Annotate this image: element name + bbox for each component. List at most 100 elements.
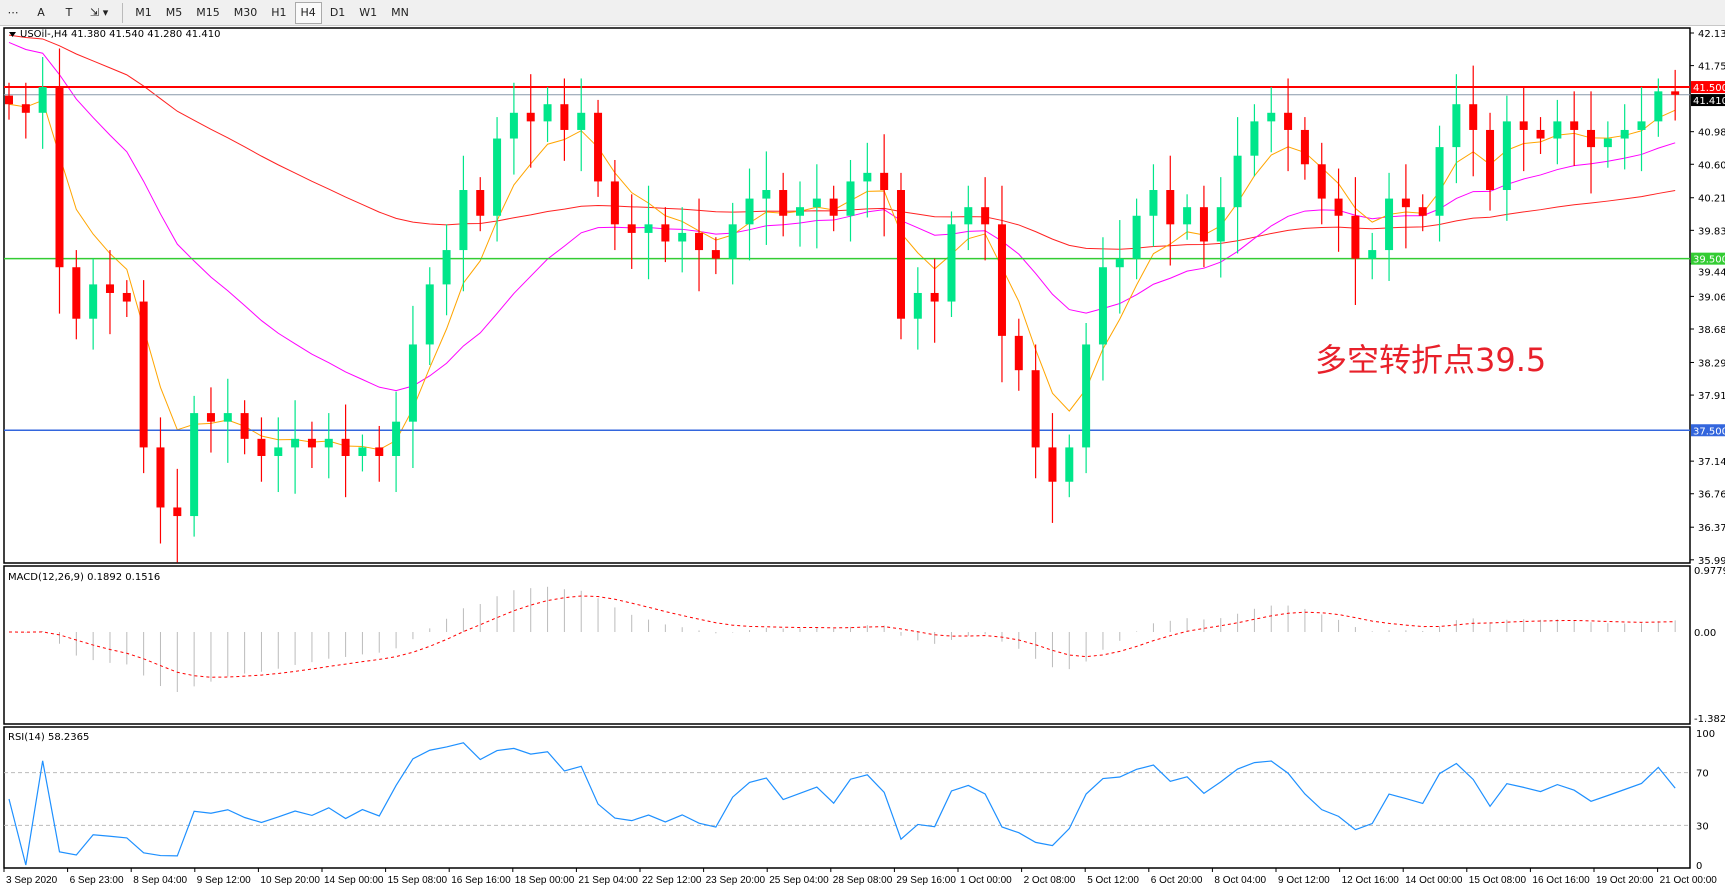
candle-body (1570, 121, 1579, 130)
macd-pane[interactable] (3, 565, 1691, 725)
timeframe-m30-button[interactable]: M30 (233, 6, 258, 19)
candle-body (476, 190, 485, 216)
candle-body (1654, 91, 1663, 122)
candle-body (509, 112, 518, 139)
crosshair-grid-icon[interactable]: ⋯ (7, 6, 19, 19)
candle-body (1519, 121, 1528, 130)
candle-body (72, 267, 81, 319)
time-axis-label: 9 Oct 12:00 (1278, 875, 1330, 886)
candle-body (459, 190, 468, 251)
candle-body (139, 301, 148, 448)
text-tool-icon[interactable]: A (37, 6, 45, 19)
candle-body (1620, 129, 1629, 139)
candle-body (1452, 104, 1461, 148)
candle-body (661, 224, 670, 242)
candle-body (1132, 215, 1141, 259)
candle-body (1183, 207, 1192, 225)
rsi-scale-label: 70 (1696, 769, 1709, 780)
candle-body (1536, 129, 1545, 139)
candle-body (779, 190, 788, 216)
time-axis-label: 9 Sep 12:00 (197, 875, 251, 886)
candle-body (762, 190, 771, 199)
arrows-tool-icon[interactable]: ⇲ ▾ (90, 6, 109, 19)
candle-body (1149, 190, 1158, 216)
level-price-tag (1691, 81, 1725, 94)
price-axis-label: 40.980 (1698, 128, 1725, 139)
time-axis-label: 12 Oct 16:00 (1342, 875, 1400, 886)
timeframe-h1-button[interactable]: H1 (271, 6, 287, 19)
price-axis-label: 39.830 (1698, 226, 1725, 237)
annotation-text: 多空转折点39.5 (1315, 341, 1547, 379)
candle-body (442, 250, 451, 285)
candle-body (829, 198, 838, 216)
time-axis-label: 29 Sep 16:00 (896, 875, 956, 886)
price-chart[interactable]: 42.130 41.750 40.980 40.600 40.210 39.830 39.4… (0, 27, 1725, 894)
candle-body (711, 250, 720, 259)
rsi-pane[interactable] (3, 726, 1691, 869)
candle-body (156, 447, 165, 508)
candle-body (392, 421, 401, 456)
candle-body (307, 438, 316, 448)
time-axis-label: 19 Oct 20:00 (1596, 875, 1654, 886)
candle-body (173, 507, 182, 517)
time-axis-label: 18 Sep 00:00 (515, 875, 575, 886)
time-axis-label: 8 Sep 04:00 (133, 875, 187, 886)
candle-body (1334, 198, 1343, 216)
current-price-tag (1691, 94, 1725, 107)
candle-body (1401, 198, 1410, 208)
timeframe-m15-button[interactable]: M15 (196, 6, 220, 19)
main-pane[interactable] (3, 27, 1691, 564)
time-axis-label: 6 Oct 20:00 (1151, 875, 1203, 886)
ma-mid-line (8, 41, 1676, 392)
candle-body (913, 292, 922, 319)
level-price-label: 41.500 (1693, 83, 1725, 94)
price-axis-label: 38.680 (1698, 325, 1725, 336)
collapse-triangle-icon[interactable] (9, 32, 16, 37)
candle-body (190, 413, 199, 517)
candle-body (408, 344, 417, 422)
text-label-tool-icon[interactable]: T (65, 6, 73, 19)
price-axis-label: 38.290 (1698, 358, 1725, 369)
timeframe-w1-button[interactable]: W1 (359, 6, 378, 19)
timeframe-m1-button[interactable]: M1 (135, 6, 152, 19)
candle-body (105, 284, 114, 293)
candle-body (526, 112, 535, 122)
candle-body (930, 292, 939, 302)
candle-body (1435, 147, 1444, 216)
macd-scale-label: -1.382 (1694, 714, 1725, 725)
candle-body (728, 224, 737, 259)
candle-body (1031, 370, 1040, 448)
timeframe-h4-button[interactable]: H4 (294, 1, 322, 24)
candle-body (1486, 129, 1495, 191)
toolbar-separator (122, 2, 124, 23)
rsi-line (8, 742, 1676, 866)
ma-fast-line (8, 99, 1676, 451)
candle-body (21, 104, 30, 113)
candle-body (223, 413, 232, 422)
candle-body (1199, 207, 1208, 242)
candle-body (1385, 198, 1394, 251)
macd-scale-label: 0.9779 (1694, 566, 1725, 577)
timeframe-m5-button[interactable]: M5 (165, 6, 183, 19)
candle-body (425, 284, 434, 345)
candle-body (1284, 112, 1293, 130)
candle-body (1300, 129, 1309, 165)
time-axis-label: 15 Oct 08:00 (1469, 875, 1527, 886)
candle-body (947, 224, 956, 302)
timeframe-mn-button[interactable]: MN (391, 6, 409, 19)
candle-body (1267, 112, 1276, 122)
time-axis-label: 1 Oct 00:00 (960, 875, 1012, 886)
candle-body (1233, 155, 1242, 208)
candle-body (594, 112, 603, 182)
candle-body (1115, 258, 1124, 268)
level-price-tag (1691, 252, 1725, 265)
candle-body (493, 138, 502, 216)
candle-body (375, 447, 384, 456)
price-axis-label: 36.370 (1698, 523, 1725, 534)
candle-body (358, 447, 367, 456)
candle-body (1368, 250, 1377, 259)
rsi-label: RSI(14) 58.2365 (8, 732, 89, 743)
candle-body (1502, 121, 1511, 191)
time-axis-label: 16 Sep 16:00 (451, 875, 511, 886)
timeframe-d1-button[interactable]: D1 (329, 6, 346, 19)
